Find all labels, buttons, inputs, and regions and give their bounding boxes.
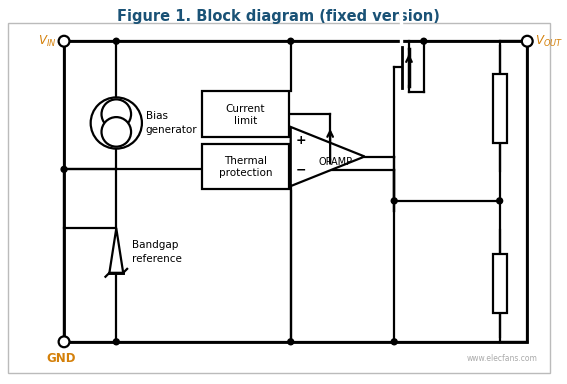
- Circle shape: [113, 38, 119, 44]
- Text: reference: reference: [132, 254, 182, 264]
- Text: Thermal: Thermal: [224, 156, 267, 166]
- Text: Current: Current: [226, 104, 265, 114]
- Text: $V_{IN}$: $V_{IN}$: [38, 34, 56, 49]
- Text: generator: generator: [146, 125, 197, 135]
- Text: Bandgap: Bandgap: [132, 240, 179, 250]
- Text: Bias: Bias: [146, 111, 168, 121]
- Text: $V_{OUT}$: $V_{OUT}$: [535, 34, 563, 49]
- Text: +: +: [295, 134, 306, 147]
- Bar: [400, 9, 402, 53]
- Circle shape: [58, 36, 70, 46]
- Text: −: −: [295, 164, 306, 177]
- Text: protection: protection: [219, 168, 272, 178]
- Circle shape: [91, 98, 142, 149]
- Text: limit: limit: [234, 116, 257, 126]
- Bar: [202, 144, 289, 189]
- Circle shape: [497, 198, 502, 204]
- Bar: [202, 91, 289, 137]
- Polygon shape: [291, 127, 365, 186]
- Text: www.elecfans.com: www.elecfans.com: [466, 354, 537, 364]
- Circle shape: [58, 336, 70, 347]
- Circle shape: [522, 36, 532, 46]
- Text: Figure 1. Block diagram (fixed version): Figure 1. Block diagram (fixed version): [117, 9, 441, 24]
- Circle shape: [288, 339, 294, 345]
- Circle shape: [101, 99, 131, 129]
- Circle shape: [288, 38, 294, 44]
- Text: GND: GND: [46, 352, 76, 365]
- Bar: [493, 74, 506, 143]
- Circle shape: [391, 339, 397, 345]
- Polygon shape: [109, 228, 123, 273]
- Circle shape: [391, 198, 397, 204]
- Bar: [64, 41, 527, 342]
- Circle shape: [113, 339, 119, 345]
- Circle shape: [101, 117, 131, 147]
- Bar: [493, 254, 506, 313]
- Circle shape: [421, 38, 427, 44]
- Circle shape: [61, 166, 67, 172]
- Text: OPAMP: OPAMP: [319, 157, 353, 167]
